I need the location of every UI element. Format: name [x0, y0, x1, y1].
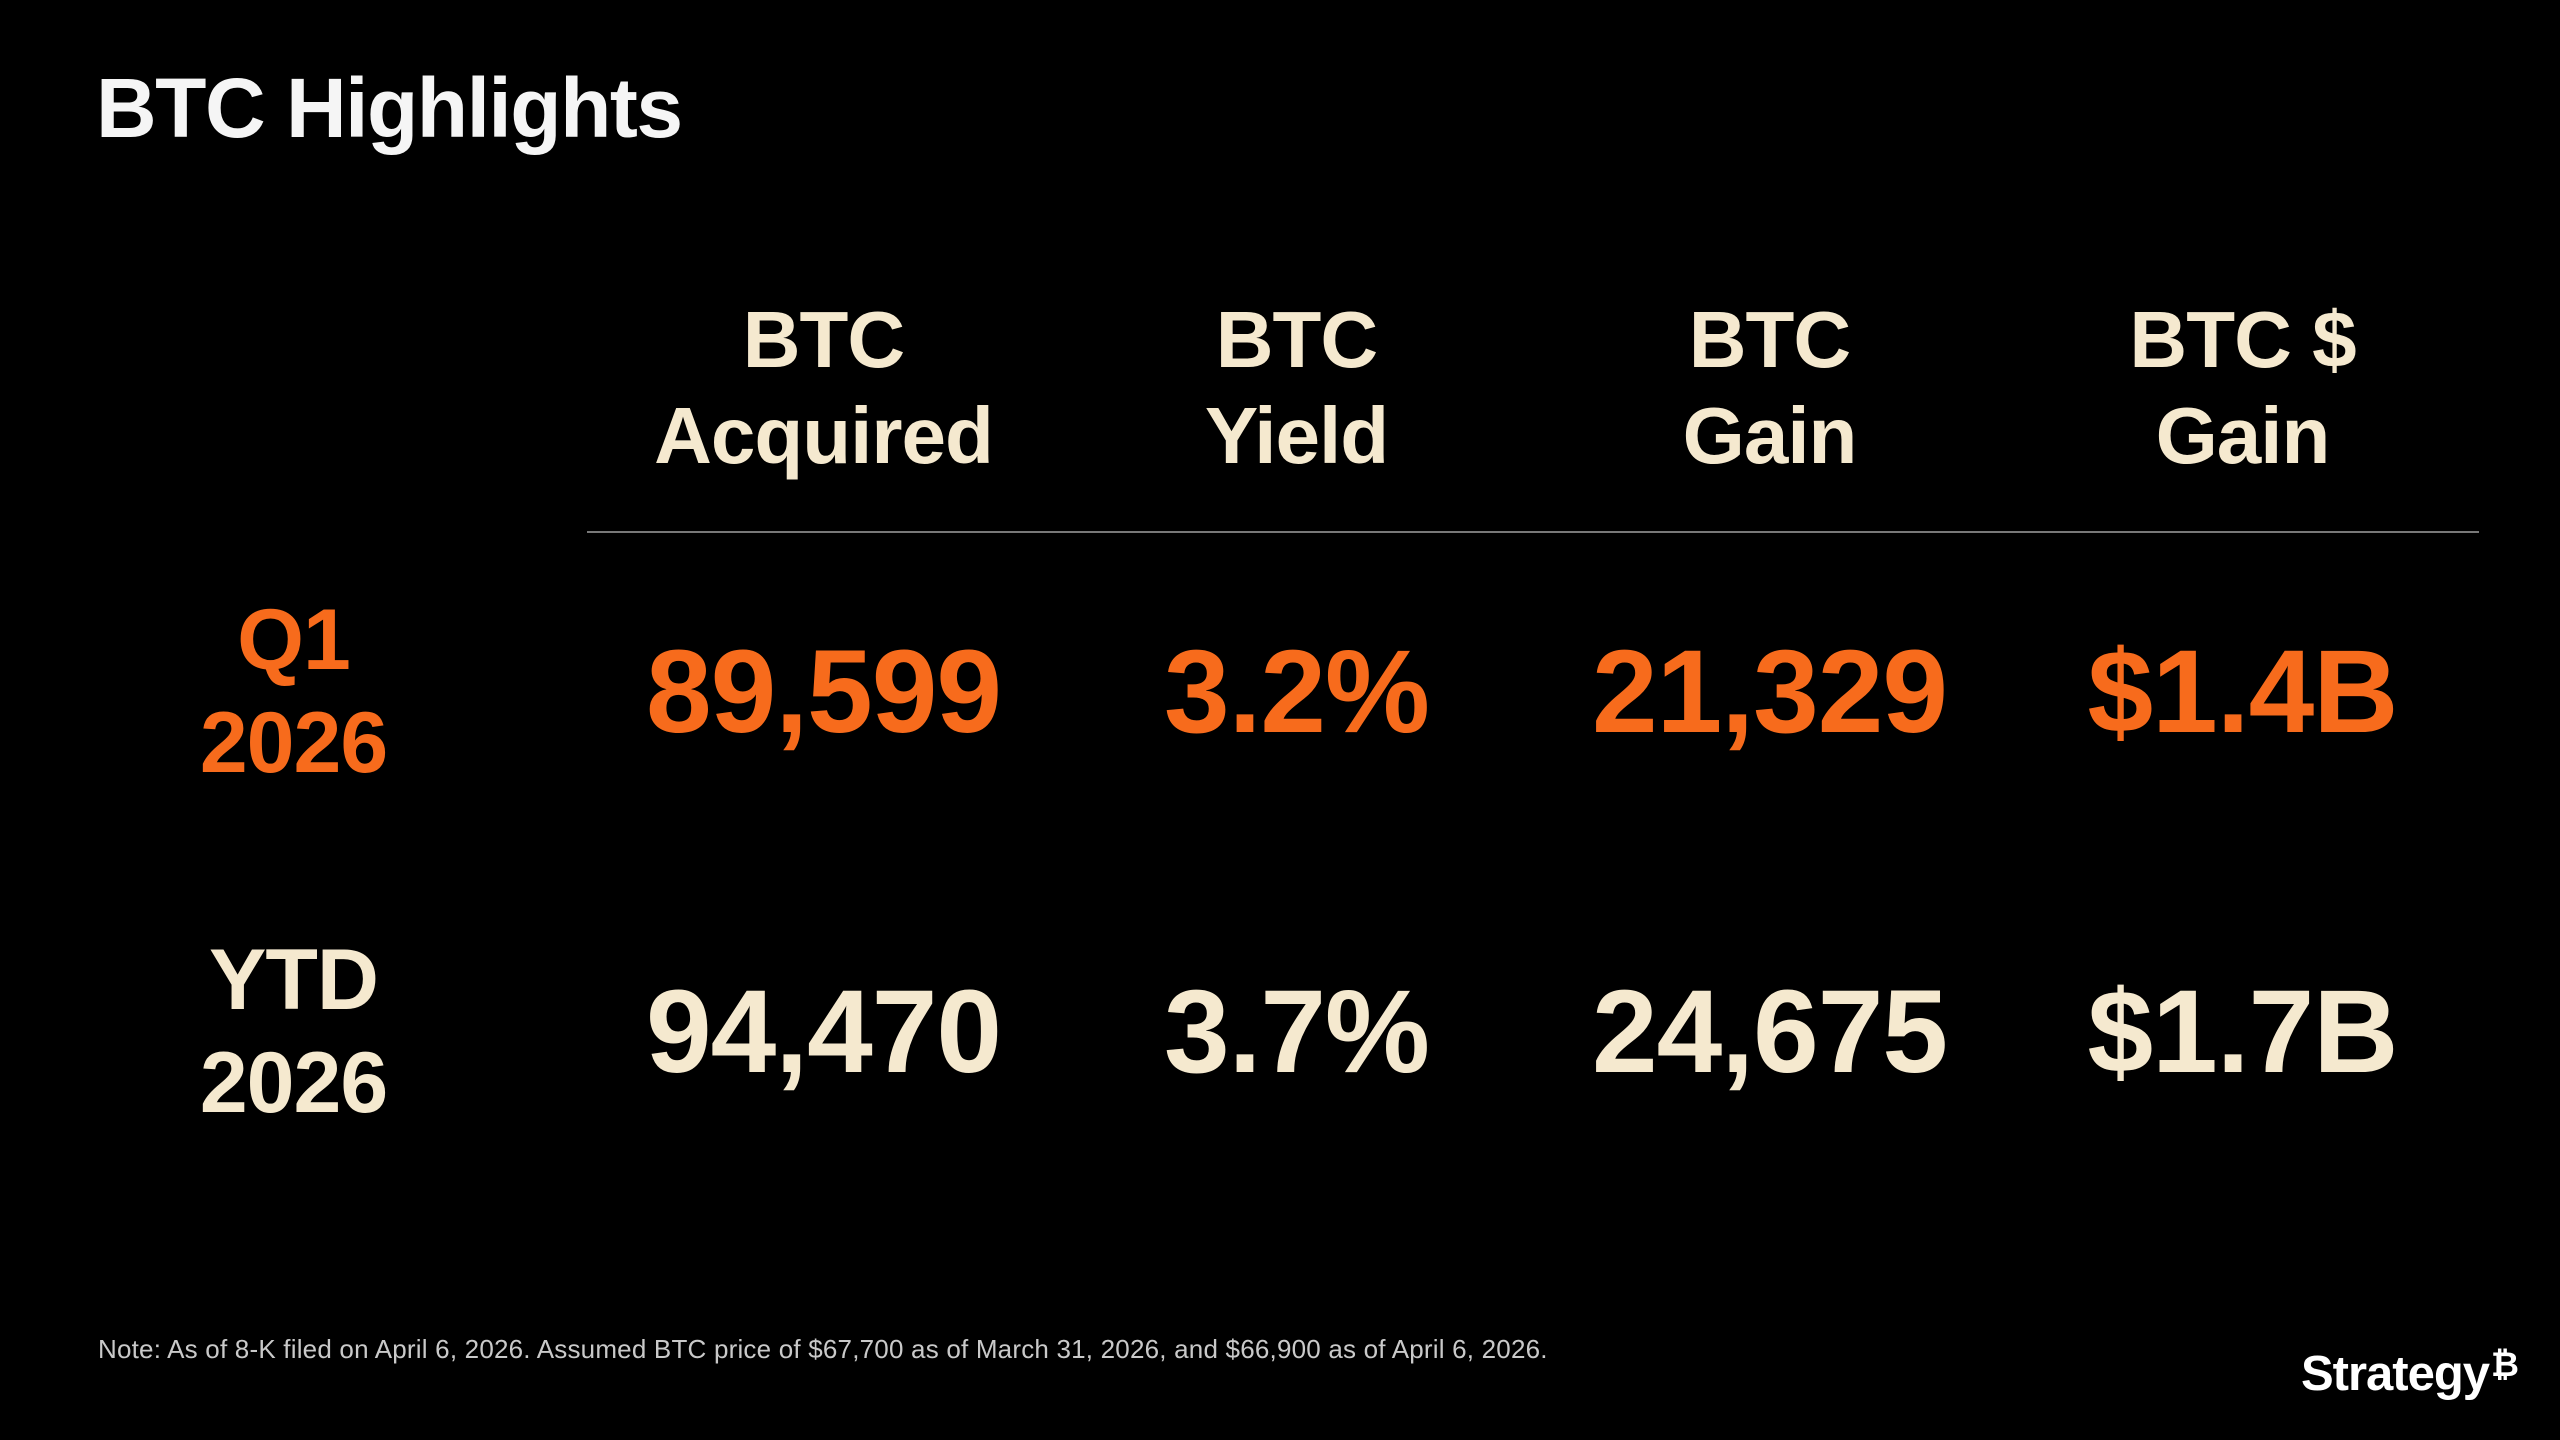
table-row-q1-2026: Q1 2026 89,599 3.2% 21,329 $1.4B — [0, 588, 2479, 796]
header-spacer-cell — [0, 290, 587, 486]
value-ytd-btc-yield: 3.7% — [1164, 966, 1430, 1098]
header-divider — [587, 531, 2479, 533]
column-header-btc-gain: BTC Gain — [1682, 295, 1858, 480]
value-q1-btc-gain: 21,329 — [1592, 626, 1948, 758]
table-row-ytd-2026: YTD 2026 94,470 3.7% 24,675 $1.7B — [0, 928, 2479, 1136]
column-header-btc-acquired: BTC Acquired — [654, 295, 994, 480]
row-label-q1-2026: Q1 2026 — [199, 591, 388, 791]
value-ytd-btc-gain: 24,675 — [1592, 966, 1948, 1098]
value-q1-btc-dollar-gain: $1.4B — [2087, 626, 2399, 758]
value-q1-btc-yield: 3.2% — [1164, 626, 1430, 758]
strategy-logo-text: Strategy — [2300, 1347, 2490, 1401]
strategy-logo: Strategy₿ — [2300, 1346, 2519, 1402]
value-q1-btc-acquired: 89,599 — [646, 626, 1002, 758]
bitcoin-icon: ₿ — [2491, 1346, 2519, 1385]
row-label-ytd-2026: YTD 2026 — [199, 931, 388, 1131]
table-header-row: BTC Acquired BTC Yield BTC Gain BTC $ Ga… — [0, 290, 2479, 486]
column-header-btc-dollar-gain: BTC $ Gain — [2129, 295, 2356, 480]
page-title: BTC Highlights — [96, 61, 683, 155]
value-ytd-btc-dollar-gain: $1.7B — [2087, 966, 2399, 1098]
footnote: Note: As of 8-K filed on April 6, 2026. … — [98, 1334, 1548, 1364]
value-ytd-btc-acquired: 94,470 — [646, 966, 1002, 1098]
column-header-btc-yield: BTC Yield — [1204, 295, 1389, 480]
